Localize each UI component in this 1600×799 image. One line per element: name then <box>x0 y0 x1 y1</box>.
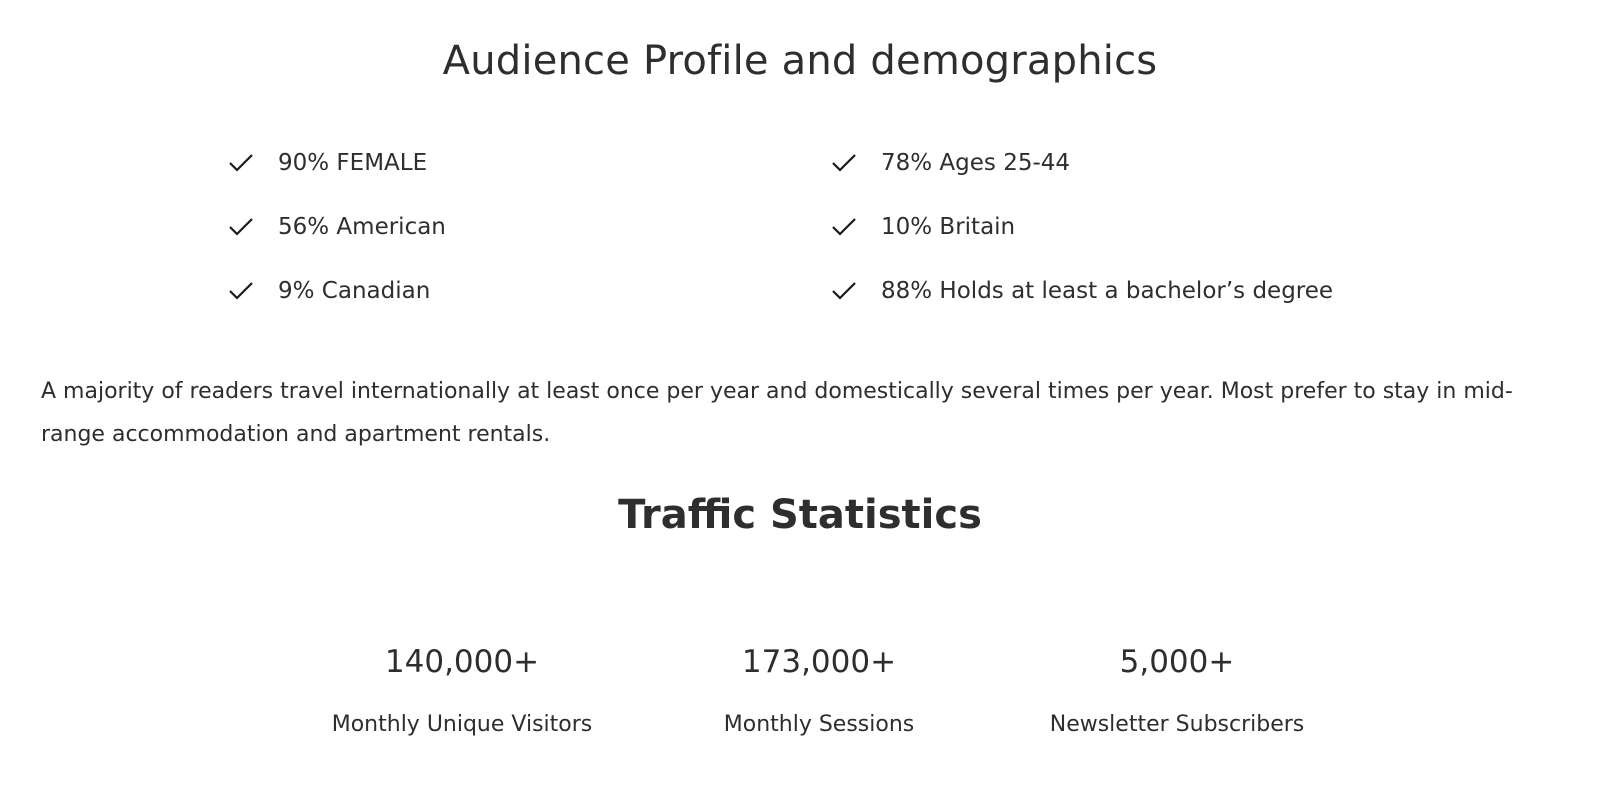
check-icon <box>228 152 254 174</box>
stat-value: 140,000+ <box>384 644 540 680</box>
list-item: 56% American <box>228 195 446 259</box>
demographic-text: 88% Holds at least a bachelor’s degree <box>881 278 1334 304</box>
list-item: 88% Holds at least a bachelor’s degree <box>831 259 1333 323</box>
check-icon <box>831 280 857 302</box>
list-item: 90% FEMALE <box>228 131 446 195</box>
traffic-section-title: Traffic Statistics <box>618 492 982 538</box>
demographic-text: 56% American <box>278 214 446 240</box>
demographic-text: 10% Britain <box>881 214 1016 240</box>
audience-description: A majority of readers travel internation… <box>41 379 1513 447</box>
demographics-list-left: 90% FEMALE 56% American 9% Canadian <box>228 131 446 323</box>
demographic-text: 78% Ages 25-44 <box>881 150 1071 176</box>
stat-value: 5,000+ <box>1119 644 1235 680</box>
check-icon <box>228 280 254 302</box>
check-icon <box>831 216 857 238</box>
demographic-text: 9% Canadian <box>278 278 431 304</box>
list-item: 78% Ages 25-44 <box>831 131 1333 195</box>
list-item: 9% Canadian <box>228 259 446 323</box>
stat-value: 173,000+ <box>741 644 897 680</box>
stat-label: Newsletter Subscribers <box>1049 712 1305 737</box>
stat-newsletter-subscribers: 5,000+ Newsletter Subscribers <box>997 638 1357 741</box>
check-icon <box>228 216 254 238</box>
demographics-list-right: 78% Ages 25-44 10% Britain 88% Holds at … <box>831 131 1333 323</box>
list-item: 10% Britain <box>831 195 1333 259</box>
stat-sessions: 173,000+ Monthly Sessions <box>639 638 999 741</box>
page-title: Audience Profile and demographics <box>442 38 1158 84</box>
check-icon <box>831 152 857 174</box>
stat-label: Monthly Unique Visitors <box>331 712 593 737</box>
demographic-text: 90% FEMALE <box>278 150 428 176</box>
stat-label: Monthly Sessions <box>723 712 915 737</box>
stat-unique-visitors: 140,000+ Monthly Unique Visitors <box>282 638 642 741</box>
